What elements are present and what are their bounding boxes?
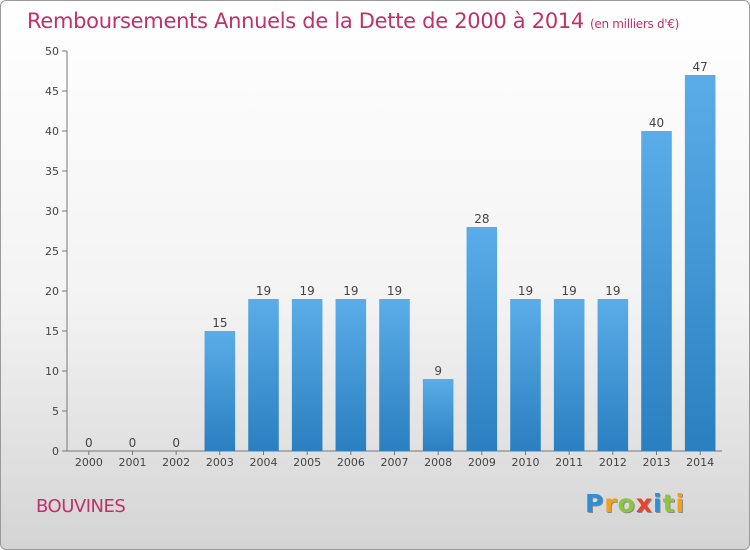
y-tick-label: 20 [45, 285, 59, 298]
x-tick-label: 2007 [381, 456, 409, 469]
y-tick-label: 45 [45, 85, 59, 98]
bar-value-label: 47 [693, 60, 708, 74]
y-tick-label: 15 [45, 325, 59, 338]
axes: 0 5 10 15 20 25 30 35 40 45 50 2000 2001 2002 2003 2004… [45, 45, 722, 469]
y-tick-label: 10 [45, 365, 59, 378]
commune-name: BOUVINES [36, 496, 126, 517]
bar[interactable] [641, 131, 672, 451]
bar-value-label: 19 [562, 284, 577, 298]
x-tick-label: 2000 [75, 456, 103, 469]
y-tick-label: 25 [45, 245, 59, 258]
bar[interactable] [466, 227, 498, 451]
data-labels: 0 0 0 15 19 19 19 19 9 28 19 19 19 40 47 [85, 60, 708, 450]
bar[interactable] [379, 299, 410, 451]
x-tick-label: 2009 [468, 456, 496, 469]
bar-value-label: 0 [85, 436, 93, 450]
x-tick-label: 2012 [599, 456, 627, 469]
bar-value-label: 19 [256, 284, 271, 298]
proxiti-logo[interactable]: Proxiti [585, 489, 685, 518]
x-tick-label: 2006 [337, 456, 365, 469]
logo-letter: x [635, 489, 653, 518]
logo-letter: i [653, 489, 663, 518]
chart-title: Remboursements Annuels de la Dette de 20… [27, 9, 679, 33]
bar[interactable] [684, 75, 716, 451]
x-tick-label: 2005 [293, 456, 321, 469]
x-tick-label: 2011 [555, 456, 583, 469]
x-tick-label: 2001 [119, 456, 147, 469]
bar-value-label: 28 [474, 212, 489, 226]
logo-letter: r [604, 489, 618, 518]
y-tick-label: 0 [52, 445, 59, 458]
bar-value-label: 15 [212, 316, 227, 330]
x-tick-label: 2014 [686, 456, 714, 469]
bar-value-label: 0 [129, 436, 137, 450]
bar-value-label: 19 [343, 284, 358, 298]
bar-value-label: 9 [434, 364, 442, 378]
y-tick-label: 50 [45, 45, 59, 58]
bar[interactable] [553, 299, 585, 451]
unit-label: (en milliers d'€) [590, 17, 680, 31]
x-tick-label: 2010 [512, 456, 540, 469]
x-tick-label: 2002 [162, 456, 190, 469]
x-tick-label: 2013 [643, 456, 671, 469]
bar[interactable] [291, 299, 323, 451]
bar[interactable] [422, 379, 454, 451]
bar-value-label: 19 [605, 284, 620, 298]
logo-letter: P [585, 489, 605, 518]
bar[interactable] [248, 299, 279, 451]
y-tick-label: 5 [52, 405, 59, 418]
bar-value-label: 19 [300, 284, 315, 298]
y-tick-label: 35 [45, 165, 59, 178]
logo-letter: i [675, 489, 686, 518]
bar-value-label: 19 [518, 284, 533, 298]
y-tick-label: 30 [45, 205, 59, 218]
bar[interactable] [510, 299, 541, 451]
bar[interactable] [204, 331, 236, 451]
title-text: Remboursements Annuels de la Dette de 20… [27, 9, 584, 33]
bar-value-label: 0 [172, 436, 180, 450]
x-tick-label: 2008 [424, 456, 452, 469]
bar-value-label: 19 [387, 284, 402, 298]
logo-letter: t [662, 489, 676, 518]
x-tick-label: 2003 [206, 456, 234, 469]
logo-letter: o [617, 489, 636, 518]
y-tick-label: 40 [45, 125, 59, 138]
bars [204, 75, 716, 451]
bar[interactable] [335, 299, 367, 451]
x-tick-label: 2004 [250, 456, 278, 469]
bar[interactable] [597, 299, 629, 451]
bar-value-label: 40 [649, 116, 664, 130]
